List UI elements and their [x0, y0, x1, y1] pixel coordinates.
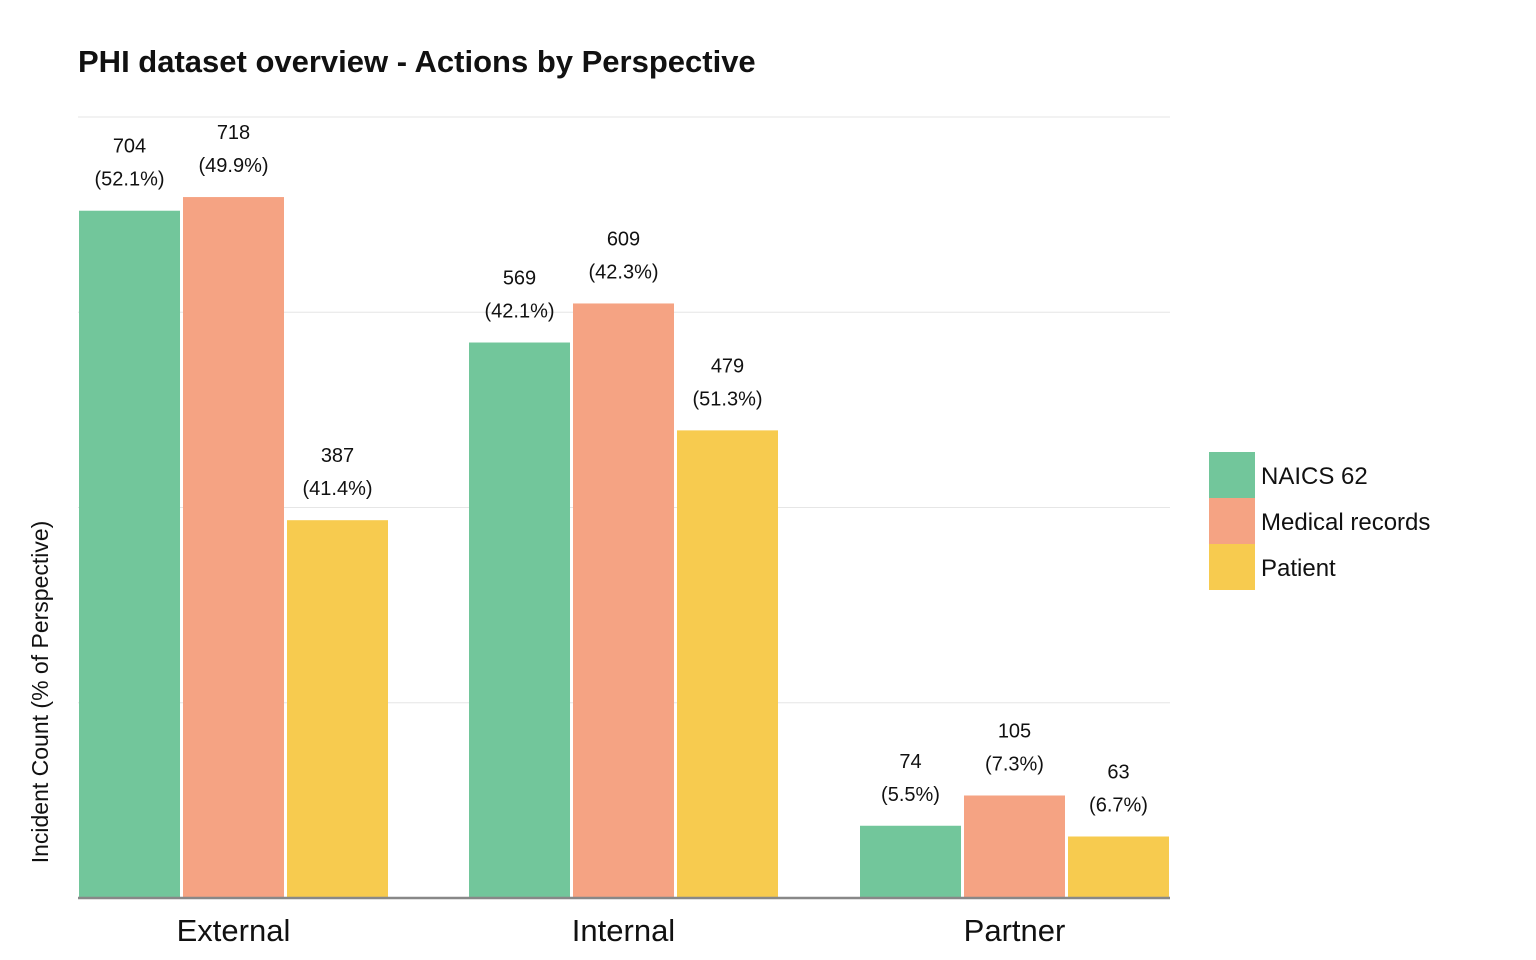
legend-swatch	[1209, 544, 1255, 590]
bar-percent-label: (5.5%)	[881, 784, 940, 806]
x-tick-label: Partner	[964, 913, 1066, 948]
bar-value-label: 74	[899, 751, 921, 773]
bar-percent-label: (41.4%)	[302, 478, 372, 500]
data-labels: 704 (52.1%) 718 (49.9%) 387 (41.4%) 569 (42.1%)…	[94, 122, 1147, 816]
bar	[964, 795, 1065, 898]
bar-percent-label: (51.3%)	[692, 388, 762, 410]
x-tick-label: Internal	[572, 913, 675, 948]
legend-label: NAICS 62	[1261, 463, 1368, 490]
bar-percent-label: (52.1%)	[94, 169, 164, 191]
bar	[573, 303, 674, 898]
bar	[287, 520, 388, 898]
bar-value-label: 63	[1107, 761, 1129, 783]
bar-percent-label: (42.1%)	[484, 301, 554, 323]
bar	[677, 430, 778, 898]
legend-label: Patient	[1261, 555, 1336, 582]
bar	[469, 342, 570, 898]
bar-percent-label: (6.7%)	[1089, 794, 1148, 816]
bar	[183, 197, 284, 899]
bar	[860, 825, 961, 898]
bar-value-label: 479	[711, 355, 744, 377]
bar-value-label: 569	[503, 268, 536, 290]
bar-percent-label: (42.3%)	[588, 261, 658, 283]
bar-value-label: 387	[321, 445, 354, 467]
bar	[1068, 836, 1169, 898]
bars	[79, 197, 1169, 899]
bar-percent-label: (49.9%)	[198, 155, 268, 177]
y-axis-label: Incident Count (% of Perspective)	[27, 521, 53, 864]
legend-label: Medical records	[1261, 509, 1430, 536]
legend: NAICS 62 Medical records Patient	[1209, 452, 1430, 590]
bar-value-label: 609	[607, 228, 640, 250]
x-tick-labels: External Internal Partner	[177, 913, 1066, 948]
bar-value-label: 105	[998, 720, 1031, 742]
bar-percent-label: (7.3%)	[985, 753, 1044, 775]
legend-swatch	[1209, 452, 1255, 498]
x-tick-label: External	[177, 913, 291, 948]
bar-value-label: 718	[217, 122, 250, 144]
chart-title: PHI dataset overview - Actions by Perspe…	[78, 44, 756, 79]
bar-value-label: 704	[113, 136, 146, 158]
legend-swatch	[1209, 498, 1255, 544]
bar	[79, 210, 180, 899]
